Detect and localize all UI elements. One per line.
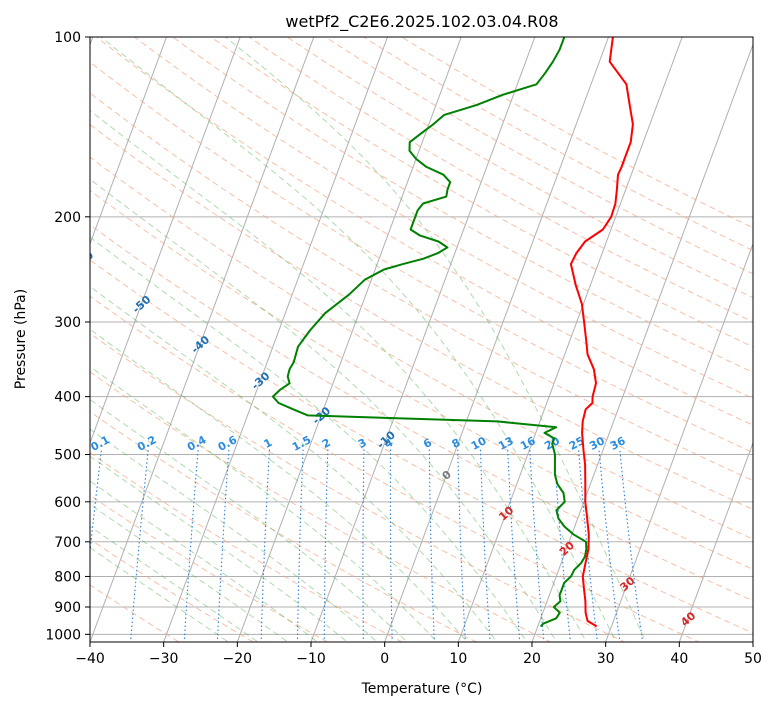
mixing-ratio-line (553, 449, 571, 642)
mixing-ratio-line (619, 449, 644, 642)
dry-adiabat (90, 584, 180, 642)
mixing-ratio-line (216, 449, 230, 642)
x-tick-label: 20 (523, 651, 541, 667)
mixing-ratio-line (362, 449, 365, 642)
mixing-ratio-line (598, 449, 621, 642)
x-tick-label: −10 (296, 651, 326, 667)
y-tick-label: 400 (54, 390, 81, 406)
mixing-ratio-line (130, 449, 149, 642)
isotherm-line (90, 37, 315, 642)
moist-adiabat (90, 236, 528, 642)
y-tick-label: 200 (54, 210, 81, 226)
dry-adiabat (90, 371, 552, 642)
isotherm-line (531, 43, 753, 642)
dry-adiabat (90, 411, 478, 642)
moist-adiabat (90, 525, 259, 642)
isotherm-label: -60 (73, 248, 97, 271)
dry-adiabat (90, 259, 753, 634)
moist-adiabat (90, 398, 408, 642)
plot-area (90, 37, 753, 642)
mixing-ratio-line (323, 449, 329, 642)
mixing-ratio-line (90, 449, 103, 556)
isotherm-line (163, 37, 389, 642)
x-tick-label: 30 (597, 651, 615, 667)
mixing-ratio-label: 13 (496, 434, 516, 453)
mixing-ratio-line (428, 449, 435, 642)
dry-adiabat (90, 538, 255, 642)
x-tick-label: 50 (744, 651, 762, 667)
isotherm-line (236, 37, 462, 642)
dry-adiabat (171, 37, 753, 373)
moist-adiabat (90, 285, 498, 642)
mixing-ratio-line (507, 449, 521, 642)
dry-adiabat (90, 92, 753, 482)
isotherm-line (90, 37, 168, 246)
moist-adiabat (90, 109, 587, 642)
isotherm-line (310, 37, 536, 642)
dry-adiabat (133, 37, 753, 400)
dry-adiabat (90, 332, 626, 642)
y-tick-label: 300 (54, 315, 81, 331)
moist-adiabat (100, 37, 617, 642)
mixing-ratio-line (389, 449, 393, 642)
mixing-ratio-line (457, 449, 466, 642)
isotherm-line (384, 37, 610, 642)
chart-title: wetPf2_C2E6.2025.102.03.04.R08 (285, 12, 558, 32)
mixing-ratio-line (260, 449, 271, 642)
mixing-ratio-label: 30 (587, 434, 607, 453)
mixing-ratio-label: 16 (518, 434, 538, 453)
y-tick-label: 800 (54, 569, 81, 585)
moist-adiabat (90, 503, 289, 642)
dry-adiabat (90, 124, 753, 510)
isotherm-line (90, 37, 241, 445)
moist-adiabat (225, 37, 647, 642)
mixing-ratio-label: 36 (608, 434, 628, 453)
moist-adiabat (90, 328, 468, 642)
x-tick-label: −20 (223, 651, 253, 667)
dry-adiabat (248, 37, 753, 323)
mixing-ratio-line (529, 449, 545, 642)
y-tick-label: 600 (54, 495, 81, 511)
y-axis-label: Pressure (hPa) (13, 289, 29, 389)
mixing-ratio-line (183, 449, 199, 642)
mixing-ratio-line (578, 449, 598, 642)
temperature-profile (569, 37, 634, 628)
moist-adiabat (90, 480, 319, 642)
y-tick-label: 100 (54, 30, 81, 46)
moist-adiabat (90, 428, 378, 642)
y-tick-label: 900 (54, 600, 81, 616)
dry-adiabat (286, 37, 753, 299)
isotherm-line (605, 242, 753, 642)
dry-adiabat (90, 295, 701, 642)
dry-adiabat (90, 189, 753, 571)
y-tick-label: 1000 (45, 627, 81, 643)
x-tick-label: −30 (149, 651, 179, 667)
y-tick-label: 500 (54, 448, 81, 464)
x-tick-label: −40 (75, 651, 105, 667)
moist-adiabat (90, 178, 558, 642)
y-tick-label: 700 (54, 535, 81, 551)
moist-adiabat (90, 546, 230, 642)
dry-adiabat (90, 224, 753, 602)
plot-frame (89, 36, 754, 643)
mixing-ratio-line (296, 449, 304, 642)
moist-adiabat (90, 455, 349, 642)
x-axis-label: Temperature (°C) (361, 681, 483, 697)
isotherm-line (457, 37, 683, 642)
x-tick-label: 10 (449, 651, 467, 667)
x-tick-label: 0 (380, 651, 389, 667)
x-tick-label: 40 (670, 651, 688, 667)
mixing-ratio-line (479, 449, 491, 642)
mixing-ratio-label: 10 (469, 434, 489, 453)
dry-adiabat (90, 452, 403, 642)
dewpoint-profile (271, 37, 588, 628)
